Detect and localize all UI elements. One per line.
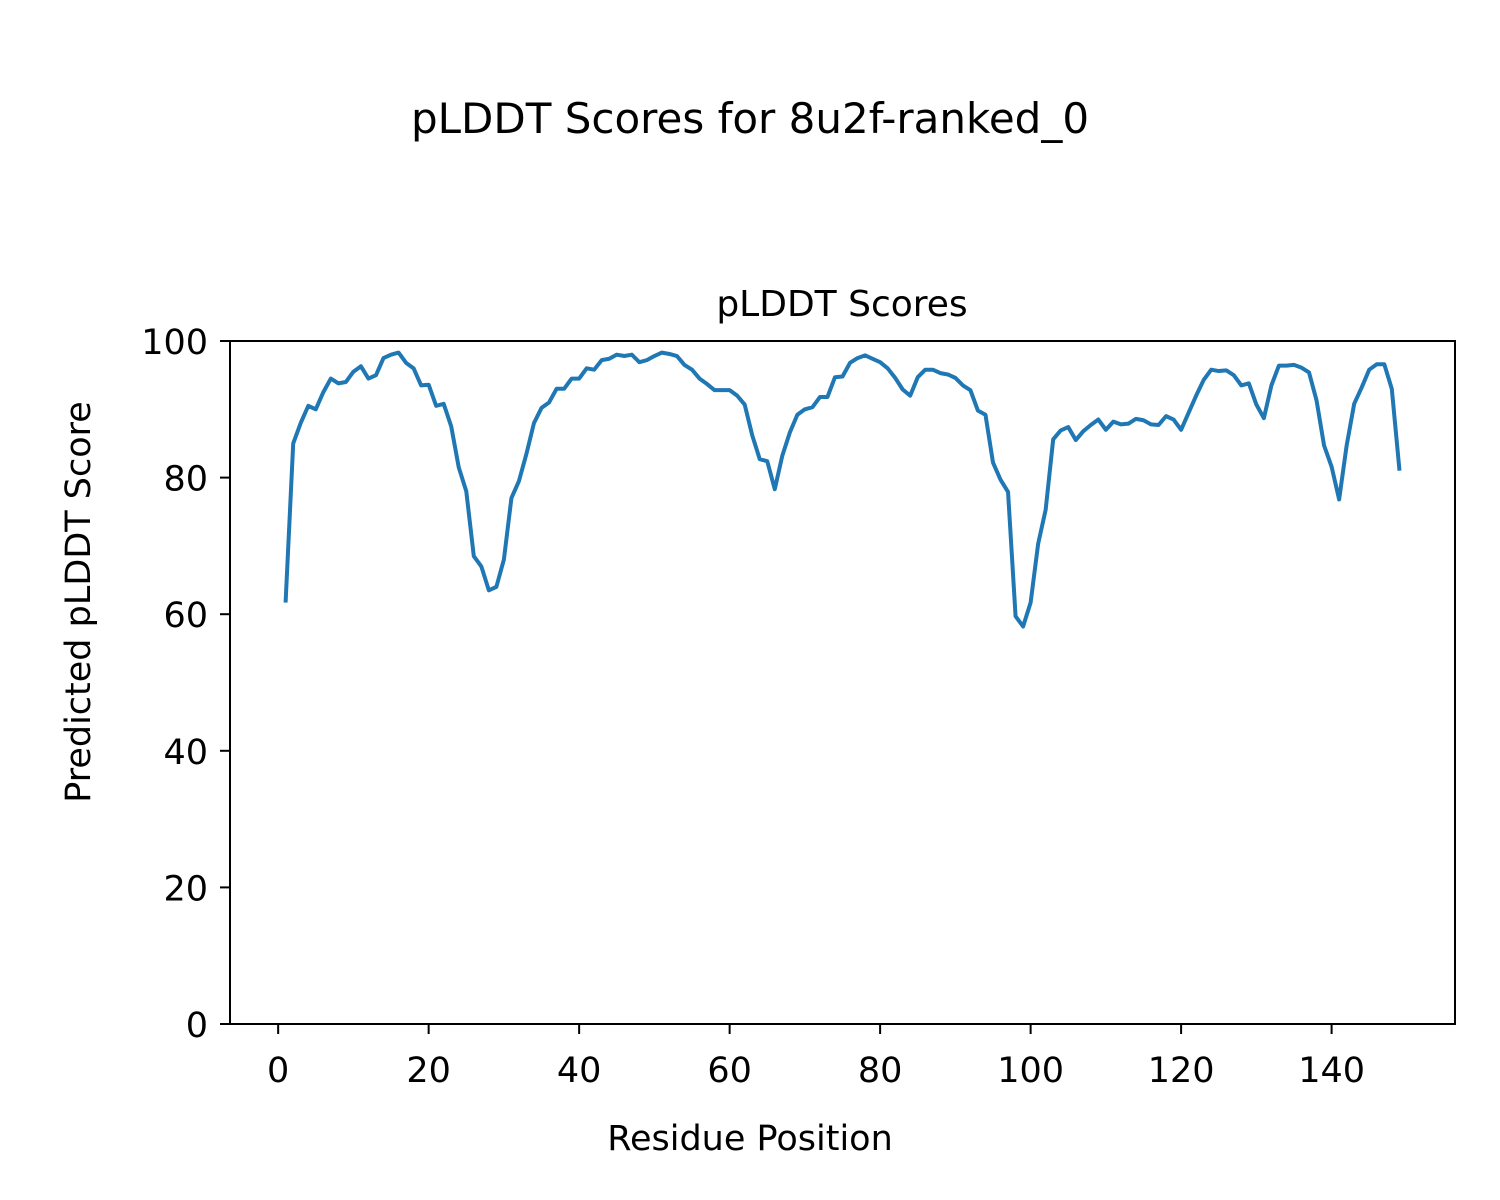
y-axis-ticks: 0 20 40 60 80 100 — [141, 323, 230, 1046]
y-tick-label: 20 — [163, 869, 208, 909]
x-tick-label: 40 — [557, 1051, 602, 1091]
y-tick-label: 40 — [163, 733, 208, 773]
axes-title: pLDDT Scores — [716, 284, 967, 325]
figure-suptitle: pLDDT Scores for 8u2f-ranked_0 — [411, 94, 1089, 143]
x-tick-label: 0 — [267, 1051, 289, 1091]
x-tick-label: 140 — [1298, 1051, 1365, 1091]
x-axis-ticks: 0 20 40 60 80 100 120 140 — [267, 1024, 1365, 1091]
x-axis-label: Residue Position — [607, 1119, 893, 1159]
y-axis-label: Predicted pLDDT Score — [59, 401, 99, 803]
y-tick-label: 100 — [141, 323, 208, 363]
y-tick-label: 80 — [163, 460, 208, 500]
plot-area-frame — [229, 340, 1456, 1025]
y-tick-label: 0 — [186, 1006, 208, 1046]
y-tick-label: 60 — [163, 596, 208, 636]
x-tick-label: 20 — [406, 1051, 451, 1091]
x-tick-label: 120 — [1148, 1051, 1215, 1091]
x-tick-label: 60 — [707, 1051, 752, 1091]
x-tick-label: 80 — [858, 1051, 903, 1091]
plddt-series-line — [283, 350, 1402, 629]
x-tick-label: 100 — [997, 1051, 1064, 1091]
